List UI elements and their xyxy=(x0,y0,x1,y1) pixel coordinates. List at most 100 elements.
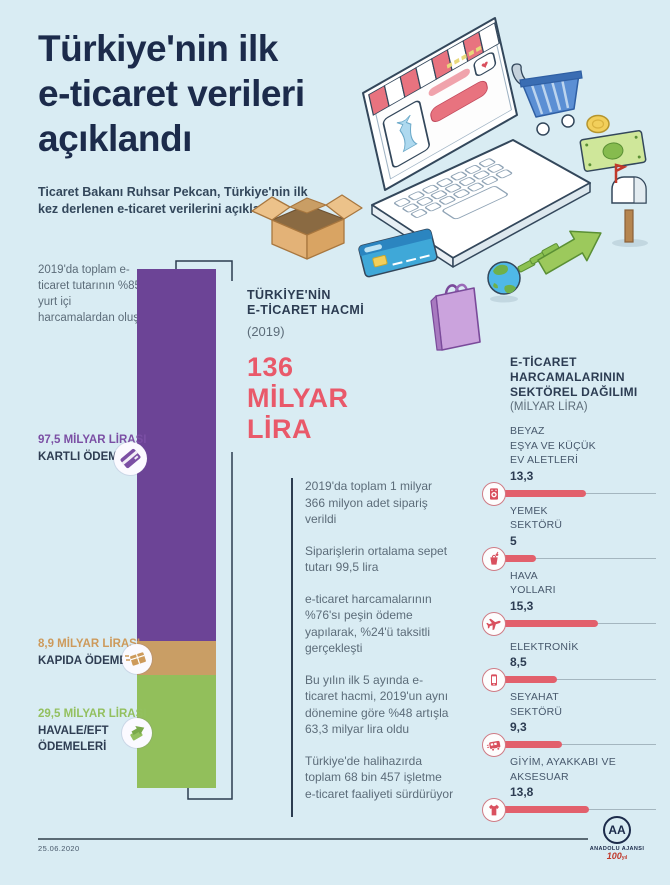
dress-icon xyxy=(396,114,418,153)
keyboard-keys xyxy=(393,158,513,220)
buy-button-icon xyxy=(430,80,488,122)
tshirt-icon xyxy=(482,798,506,822)
credit-card-illustration-icon xyxy=(358,228,438,278)
awning-icon xyxy=(368,22,500,116)
bus-icon xyxy=(482,733,506,757)
page-subtitle: Ticaret Bakanı Ruhsar Pekcan, Türkiye'ni… xyxy=(38,185,308,216)
sector-value: 13,8 xyxy=(510,785,534,799)
washing-machine-icon xyxy=(482,481,506,506)
payment-method: KARTLI ÖDEME xyxy=(38,450,126,463)
online-store-screen-icon: ♥ xyxy=(362,17,518,191)
laptop-icon xyxy=(371,139,591,268)
sector-bar-track xyxy=(508,557,656,559)
ecommerce-illustration: ♥ xyxy=(250,5,670,360)
sector-item-travel: SEYAHAT SEKTÖRÜ 9,3 xyxy=(468,690,670,757)
package-icon xyxy=(122,644,152,674)
mailbox-icon xyxy=(611,163,648,247)
search-bar-icon xyxy=(428,68,470,96)
payment-amount: 97,5 MİLYAR LİRASI xyxy=(38,434,147,446)
sector-bar-row xyxy=(468,546,670,571)
growth-arrow-icon xyxy=(517,230,602,275)
product-card-icon xyxy=(382,100,430,168)
airplane-icon xyxy=(482,611,506,636)
payment-method: HAVALE/EFT ÖDEMELERİ xyxy=(38,724,109,754)
sector-item-airlines: HAVA YOLLARI 15,3 xyxy=(468,569,670,636)
globe-icon xyxy=(487,261,521,303)
agency-name: ANADOLU AJANSI xyxy=(589,846,645,852)
sector-value: 15,3 xyxy=(510,598,534,613)
payment-label-wire-transfer: 29,5 MİLYAR LİRASI HAVALE/EFT ÖDEMELERİ xyxy=(38,706,152,756)
payment-label-card: 97,5 MİLYAR LİRASI KARTLI ÖDEME xyxy=(38,432,152,465)
footer-date: 25.06.2020 xyxy=(38,844,80,853)
sector-unit: (MİLYAR LİRA) xyxy=(510,401,588,413)
fact-item: e-ticaret harcamalarının %76'sı peşin öd… xyxy=(305,591,432,656)
credit-card-icon xyxy=(114,442,147,475)
payment-stacked-bar xyxy=(137,269,216,788)
hand-money-icon xyxy=(122,718,152,748)
aa-logo-icon: AA xyxy=(603,816,631,844)
volume-year: (2019) xyxy=(247,324,285,339)
page-title: Türkiye'nin ilk e-ticaret verileri açıklan… xyxy=(38,28,305,159)
shopping-bag-icon xyxy=(430,283,481,351)
rating-dots-icon xyxy=(446,45,482,69)
sector-bar xyxy=(494,489,586,497)
sector-value: 5 xyxy=(510,533,517,548)
sector-bar-row xyxy=(468,798,670,822)
sector-bar-row xyxy=(468,481,670,506)
sector-value: 13,3 xyxy=(510,468,534,483)
sector-value: 8,5 xyxy=(510,655,527,669)
sector-bar xyxy=(494,806,589,813)
payment-method: KAPIDA ÖDEME xyxy=(38,654,128,667)
sector-label: ELEKTRONİK xyxy=(510,640,579,653)
sector-label: YEMEK SEKTÖRÜ xyxy=(510,504,563,532)
sector-value: 9,3 xyxy=(510,720,527,734)
sector-item-electronics: ELEKTRONİK 8,5 xyxy=(468,640,670,692)
payment-amount: 8,9 MİLYAR LİRASI xyxy=(38,638,141,650)
sector-label: BEYAZ EŞYA VE KÜÇÜK EV ALETLERİ xyxy=(510,425,596,466)
smartphone-icon xyxy=(482,668,506,692)
fact-item: Siparişlerin ortalama sepet tutarı 99,5 … xyxy=(305,543,448,575)
sector-heading: E-TİCARET HARCAMALARININ SEKTÖREL DAĞILIMI xyxy=(510,355,638,399)
banknote-icon xyxy=(579,130,647,172)
agency-logo: AA ANADOLU AJANSI 100yıl xyxy=(588,816,646,863)
sector-bar-track xyxy=(508,679,656,680)
sector-bar xyxy=(494,676,557,683)
sector-bar-row xyxy=(468,668,670,692)
sector-bar xyxy=(494,554,536,562)
payment-label-cash-on-delivery: 8,9 MİLYAR LİRASI KAPIDA ÖDEME xyxy=(38,636,152,669)
shopping-cart-icon xyxy=(511,63,583,136)
anniversary-number: 100 xyxy=(606,851,622,861)
favorite-button-icon: ♥ xyxy=(473,52,497,76)
svg-text:♥: ♥ xyxy=(480,57,490,72)
sector-bar xyxy=(494,619,598,627)
fact-item: 2019'da toplam 1 milyar 366 milyon adet … xyxy=(305,479,433,526)
volume-heading: TÜRKİYE'NİN E-TİCARET HACMİ xyxy=(247,288,365,317)
volume-block: TÜRKİYE'NİN E-TİCARET HACMİ (2019) 136 Mİ… xyxy=(247,288,397,445)
anniversary-badge: 100yıl xyxy=(588,852,646,863)
sector-label: HAVA YOLLARI xyxy=(510,569,556,597)
anniversary-suffix: yıl xyxy=(621,855,628,861)
payment-amount: 29,5 MİLYAR LİRASI xyxy=(38,708,147,720)
volume-amount: 136 MİLYAR LİRA xyxy=(247,352,349,444)
payment-note: 2019'da toplam e-ticaret tutarının %85'i… xyxy=(38,264,149,324)
sector-item-white-goods: BEYAZ EŞYA VE KÜÇÜK EV ALETLERİ 13,3 xyxy=(468,424,670,506)
sector-label: SEYAHAT SEKTÖRÜ xyxy=(510,691,563,718)
sector-bar-row xyxy=(468,611,670,636)
bar-segment-card xyxy=(137,269,216,642)
sector-distribution: E-TİCARET HARCAMALARININ SEKTÖREL DAĞILIMI… xyxy=(468,355,670,822)
cardboard-box-icon xyxy=(251,194,363,260)
sector-bar-row xyxy=(468,733,670,757)
fact-item: Bu yılın ilk 5 ayında e-ticaret hacmi, 2… xyxy=(305,672,449,737)
facts-list: 2019'da toplam 1 milyar 366 milyon adet … xyxy=(291,478,455,817)
mailbox-flag-icon xyxy=(614,163,628,183)
bracket-lines xyxy=(175,260,233,800)
footer-divider xyxy=(38,838,588,840)
sector-bar xyxy=(494,741,562,748)
coin-icon xyxy=(586,114,610,134)
fact-item: Türkiye'de halihazırda toplam 68 bin 457… xyxy=(305,753,454,801)
sector-item-clothing: GİYİM, AYAKKABI VE AKSESUAR 13,8 xyxy=(468,755,670,822)
sector-bar-track xyxy=(508,744,656,745)
sector-item-food: YEMEK SEKTÖRÜ 5 xyxy=(468,504,670,571)
sector-label: GİYİM, AYAKKABI VE AKSESUAR xyxy=(510,756,616,783)
